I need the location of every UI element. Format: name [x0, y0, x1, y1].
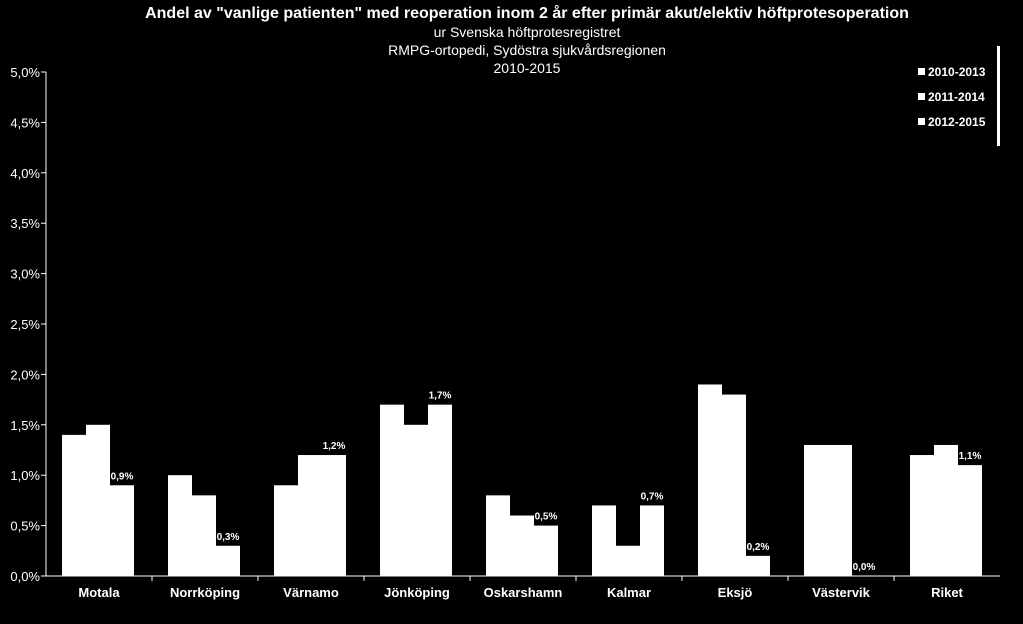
bar [592, 505, 616, 576]
legend-label: 2012-2015 [928, 115, 986, 129]
legend-swatch [918, 93, 925, 100]
x-tick-label: Jönköping [384, 585, 450, 600]
bar [192, 495, 216, 576]
bar [404, 424, 428, 576]
bar [486, 495, 510, 576]
data-label: 0,5% [535, 512, 558, 523]
y-tick-label: 4,5% [10, 115, 40, 130]
chart-subtitle-source: ur Svenska höftprotesregistret [434, 24, 621, 40]
x-tick-label: Kalmar [607, 585, 651, 600]
bar [298, 455, 322, 576]
chart-subtitle-org: RMPG-ortopedi, Sydöstra sjukvårdsregione… [388, 42, 666, 58]
data-label: 1,7% [429, 391, 452, 402]
bar [746, 555, 770, 576]
data-labels: 0,9% 0,3% 1,2% 1,7% 0,5% 0,7% 0,2% 0,0% 1,1% [111, 391, 982, 573]
x-tick-label: Norrköping [170, 585, 240, 600]
bar [910, 455, 934, 576]
legend-swatch [918, 68, 925, 75]
bar [934, 444, 958, 576]
bars [62, 384, 982, 576]
chart-subtitle-period: 2010-2015 [494, 60, 561, 76]
bar [168, 475, 192, 576]
data-label: 0,0% [853, 562, 876, 573]
y-tick-label: 1,0% [10, 468, 40, 483]
bar [110, 485, 134, 576]
x-tick-label: Eksjö [718, 585, 753, 600]
data-label: 0,9% [111, 471, 134, 482]
bar [274, 485, 298, 576]
bar [616, 545, 640, 576]
bar [510, 515, 534, 576]
y-tick-label: 0,5% [10, 519, 40, 534]
data-label: 1,1% [959, 451, 982, 462]
data-label: 0,3% [217, 532, 240, 543]
y-axis: 0,0% 0,5% 1,0% 1,5% 2,0% 2,5% 3,0% 3,5% 4,0% 4,5%… [10, 65, 47, 584]
data-label: 1,2% [323, 441, 346, 452]
bar [380, 404, 404, 576]
x-tick-label: Västervik [812, 585, 871, 600]
bar [828, 444, 852, 576]
y-tick-label: 0,0% [10, 569, 40, 584]
data-label: 0,7% [641, 491, 664, 502]
data-label: 0,2% [747, 542, 770, 553]
y-tick-label: 1,5% [10, 418, 40, 433]
bar [322, 455, 346, 576]
bar [722, 394, 746, 576]
y-tick-label: 2,0% [10, 367, 40, 382]
bar [86, 424, 110, 576]
y-tick-label: 4,0% [10, 166, 40, 181]
legend-border-line [997, 46, 1000, 146]
legend-label: 2010-2013 [928, 65, 986, 79]
bar [62, 434, 86, 576]
bar [640, 505, 664, 576]
x-tick-label: Värnamo [283, 585, 339, 600]
bar [534, 525, 558, 576]
y-tick-label: 3,0% [10, 267, 40, 282]
bar [804, 444, 828, 576]
x-tick-label: Oskarshamn [484, 585, 563, 600]
chart-title: Andel av "vanlige patienten" med reopera… [145, 4, 909, 22]
bar [698, 384, 722, 576]
bar [958, 465, 982, 576]
legend: 2010-2013 2011-2014 2012-2015 [918, 46, 1000, 146]
x-tick-label: Riket [931, 585, 963, 600]
y-tick-label: 2,5% [10, 317, 40, 332]
legend-swatch [918, 118, 925, 125]
y-tick-label: 3,5% [10, 216, 40, 231]
bar [216, 545, 240, 576]
y-tick-label: 5,0% [10, 65, 40, 80]
bar [428, 404, 452, 576]
legend-label: 2011-2014 [928, 90, 985, 104]
x-tick-label: Motala [78, 585, 120, 600]
